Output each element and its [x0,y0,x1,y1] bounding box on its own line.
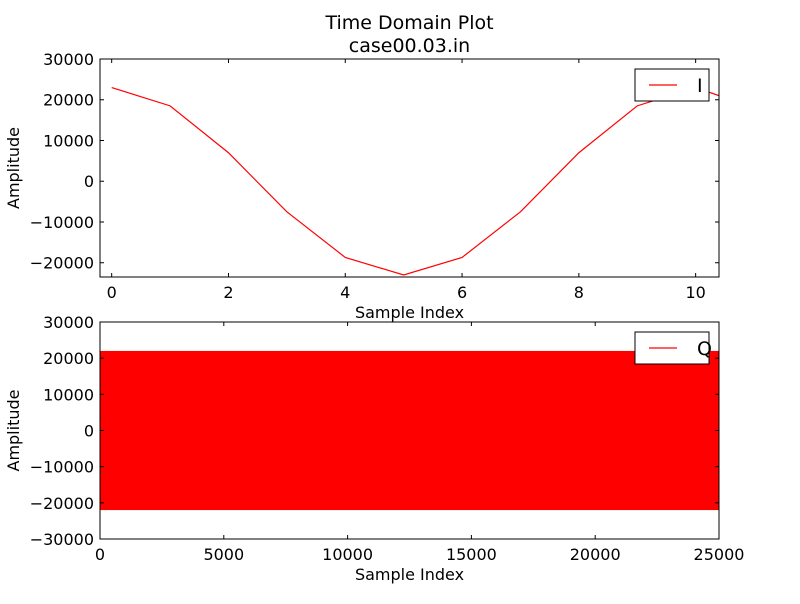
y-tick-label: −30000 [30,530,94,549]
top-panel: 0 2 4 6 8 10 −20000 −10000 0 10000 20000 30000 Sampl… [4,50,720,322]
bottom-panel: 0 5000 10000 15000 20000 25000 −30000 −20000 −10… [4,313,744,584]
y-tick-label: 20000 [43,349,94,368]
series-band-Q [100,350,719,511]
y-tick-label: 20000 [43,91,94,110]
x-tick-label: 10000 [322,545,373,564]
y-tick-label: 10000 [43,385,94,404]
y-tick-label: 10000 [43,131,94,150]
y-tick-label: −10000 [30,458,94,477]
y-tick-label: −20000 [30,494,94,513]
plot-area [111,86,719,276]
x-tick-label: 15000 [446,545,497,564]
x-tick-label: 8 [574,283,584,302]
legend: Q [634,331,712,365]
y-tick-label: 30000 [43,313,94,332]
y-tick-label: 0 [84,172,94,191]
y-axis-label: Amplitude [4,127,23,209]
chart-title-line2: case00.03.in [349,35,470,57]
x-tick-label: 20000 [570,545,621,564]
x-tick-label: 6 [457,283,467,302]
y-axis-label: Amplitude [4,390,23,472]
x-axis-label: Sample Index [355,303,464,322]
x-tick-label: 10 [685,283,705,302]
x-tick-label: 25000 [694,545,745,564]
x-tick-label: 4 [340,283,350,302]
y-tick-label: −20000 [30,254,94,273]
legend: I [634,68,710,102]
x-tick-label: 0 [107,283,117,302]
x-axis-label: Sample Index [355,565,464,584]
chart-title-line1: Time Domain Plot [324,12,493,34]
axes-frame [99,58,720,278]
y-tick-label: 0 [84,422,94,441]
legend-label: I [697,75,703,97]
legend-label: Q [697,338,712,360]
x-tick-label: 2 [223,283,233,302]
x-tick-label: 5000 [203,545,244,564]
plot-area [100,350,719,511]
y-tick-label: −10000 [30,213,94,232]
x-tick-label: 0 [95,545,105,564]
series-line-I [111,86,719,276]
y-tick-label: 30000 [43,50,94,69]
